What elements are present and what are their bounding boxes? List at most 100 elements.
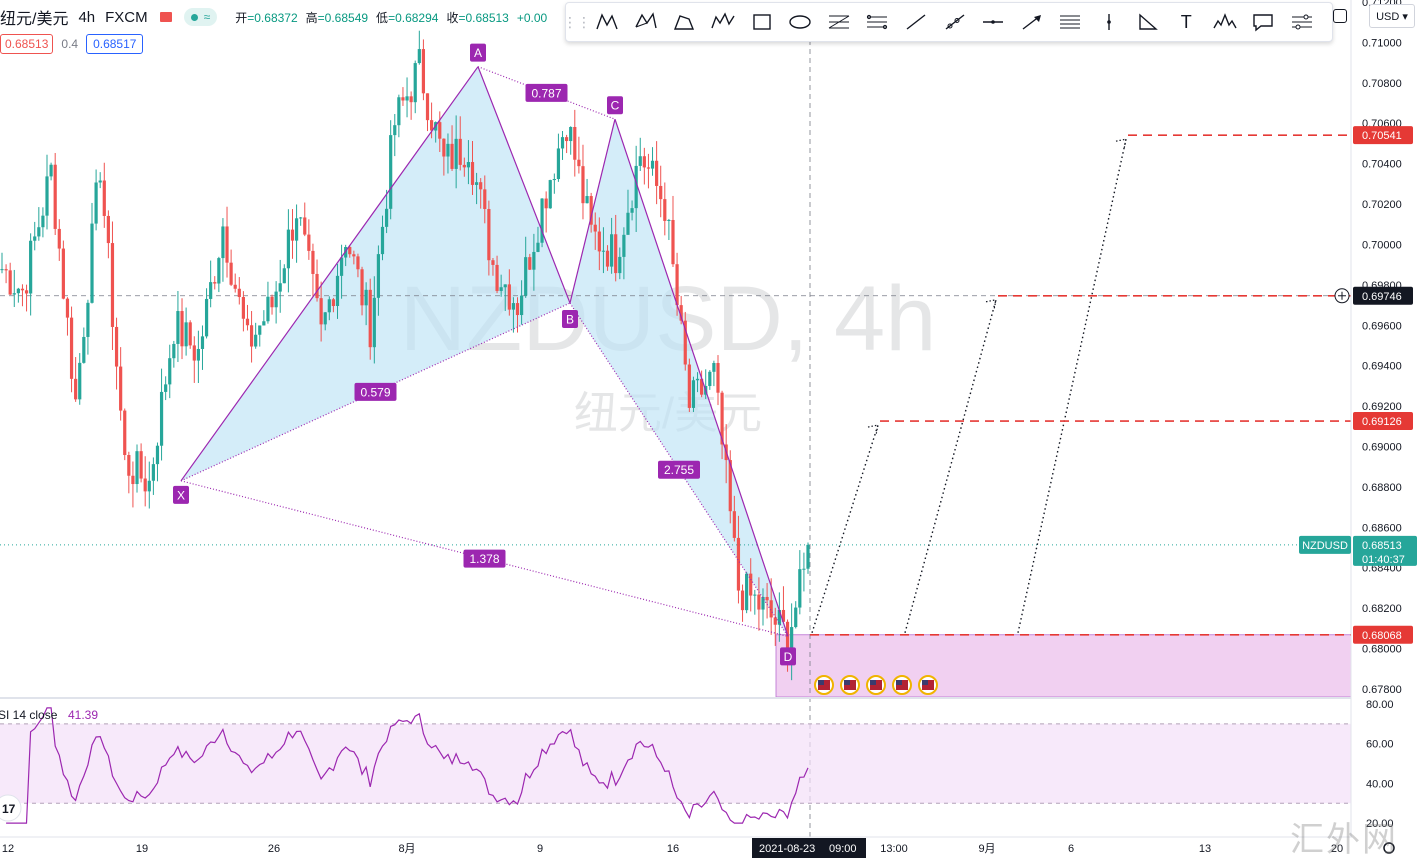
candle-body xyxy=(483,189,487,209)
currency-select[interactable]: USD ▾ xyxy=(1369,4,1415,28)
price-axis-tick: 0.70400 xyxy=(1362,159,1402,171)
candle-body xyxy=(53,164,57,229)
projection-arrow xyxy=(1017,139,1127,633)
candle-body xyxy=(442,138,446,157)
pivot-label-box[interactable] xyxy=(607,96,623,115)
price-axis-tick: 0.68800 xyxy=(1362,482,1402,494)
vertical-line-icon-glyph xyxy=(1107,14,1111,30)
pivot-label-box[interactable] xyxy=(173,485,189,504)
trend-line-icon[interactable] xyxy=(897,3,936,41)
candle-body xyxy=(110,243,115,327)
cypher-pattern-icon[interactable] xyxy=(627,3,666,41)
leg-cd xyxy=(614,119,789,637)
settings-gear-icon[interactable] xyxy=(1383,842,1395,854)
projection-arrow xyxy=(811,424,879,633)
rectangle-icon[interactable] xyxy=(742,3,781,41)
price-axis-tick: 0.67800 xyxy=(1362,684,1402,696)
candle-body xyxy=(659,185,663,200)
candle-body xyxy=(327,299,331,313)
candle-body xyxy=(352,254,356,257)
candle-body xyxy=(679,305,683,321)
candle-body xyxy=(470,162,475,185)
candle-body xyxy=(307,234,311,251)
candle-body xyxy=(556,148,561,179)
status-pill-text: ≈ xyxy=(203,10,211,24)
fib-retracement-icon[interactable] xyxy=(820,3,859,41)
ray-icon[interactable] xyxy=(935,3,974,41)
candle-body xyxy=(86,302,90,337)
ellipse-icon[interactable] xyxy=(781,3,820,41)
candle-body xyxy=(270,296,274,308)
crosshair-price-label: 0.69746 xyxy=(1362,291,1402,303)
candle-body xyxy=(769,600,773,618)
fullscreen-icon[interactable] xyxy=(1333,9,1347,23)
market-status-pill[interactable]: ≈ xyxy=(183,8,218,26)
sell-price-chip[interactable]: 0.68513 xyxy=(0,34,54,54)
time-axis-bg xyxy=(0,837,1351,861)
candle-body xyxy=(458,138,462,165)
pivot-label-box[interactable] xyxy=(780,647,796,666)
toolbar-drag-handle[interactable]: ⋮⋮ xyxy=(563,13,591,30)
candle-body xyxy=(348,247,352,255)
candle-body xyxy=(200,336,205,349)
time-axis-tick: 9月 xyxy=(978,843,995,855)
buy-price-chip[interactable]: 0.68517 xyxy=(86,34,144,54)
leg-ab xyxy=(477,66,571,304)
ohlc-key: 低 xyxy=(376,10,389,25)
text-icon[interactable]: T xyxy=(1167,3,1206,41)
interval-label[interactable]: 4h xyxy=(78,8,96,26)
time-axis-tick: 20 xyxy=(1331,843,1343,855)
candle-body xyxy=(614,234,618,274)
candle-body xyxy=(217,258,221,284)
elliott-wave-icon[interactable] xyxy=(704,3,743,41)
ohlc-key: 收 xyxy=(446,10,459,25)
settings-icon[interactable] xyxy=(1283,3,1322,41)
candle-body xyxy=(499,287,503,291)
crosshair-time-box xyxy=(752,838,866,858)
symbol-name[interactable]: 纽元/美元 xyxy=(0,11,69,28)
candle-body xyxy=(274,291,278,308)
candle-body xyxy=(131,475,135,485)
price-axis-tick: 0.70200 xyxy=(1362,199,1402,211)
arrow-icon[interactable] xyxy=(1013,3,1052,41)
candle-body xyxy=(560,137,565,149)
rsi-axis-tick: 20.00 xyxy=(1366,818,1394,830)
parallel-channel-icon-glyph xyxy=(867,14,888,30)
candle-body xyxy=(479,182,483,190)
candle-body xyxy=(78,362,82,400)
abcd-pattern-icon[interactable] xyxy=(665,3,704,41)
candle-body xyxy=(188,322,192,346)
candle-body xyxy=(98,180,102,183)
candle-body xyxy=(548,180,552,209)
time-axis-tick: 13 xyxy=(1199,843,1211,855)
candle-body xyxy=(618,256,622,274)
candle-body xyxy=(8,270,12,295)
pivot-label-box[interactable] xyxy=(470,43,486,62)
horizontal-line-icon[interactable] xyxy=(974,3,1013,41)
candle-body xyxy=(41,215,45,228)
candle-body xyxy=(745,573,749,611)
ellipse-icon-glyph xyxy=(789,15,811,29)
us-flag-canton xyxy=(896,680,902,685)
xabcd-pattern-icon[interactable] xyxy=(588,3,627,41)
candle-body xyxy=(69,317,74,379)
time-axis-tick: 9 xyxy=(537,843,543,855)
fib-retracement-icon-glyph xyxy=(828,15,850,29)
pitchfork-icon[interactable] xyxy=(1051,3,1090,41)
parallel-channel-icon[interactable] xyxy=(858,3,897,41)
head-shoulders-icon[interactable] xyxy=(1206,3,1245,41)
symbol-tag-box xyxy=(1299,535,1351,554)
vertical-line-icon[interactable] xyxy=(1090,3,1129,41)
candle-body xyxy=(528,257,532,270)
candle-body xyxy=(33,236,37,241)
candle-body xyxy=(389,135,393,209)
candle-body xyxy=(49,164,53,177)
price-label: 0.68068 xyxy=(1362,630,1402,642)
callout-icon[interactable] xyxy=(1244,3,1283,41)
ratio-label-box xyxy=(658,460,700,479)
pivot-label-box[interactable] xyxy=(562,310,578,329)
triangle-icon[interactable] xyxy=(1128,3,1167,41)
price-axis-tick: 0.70800 xyxy=(1362,78,1402,90)
